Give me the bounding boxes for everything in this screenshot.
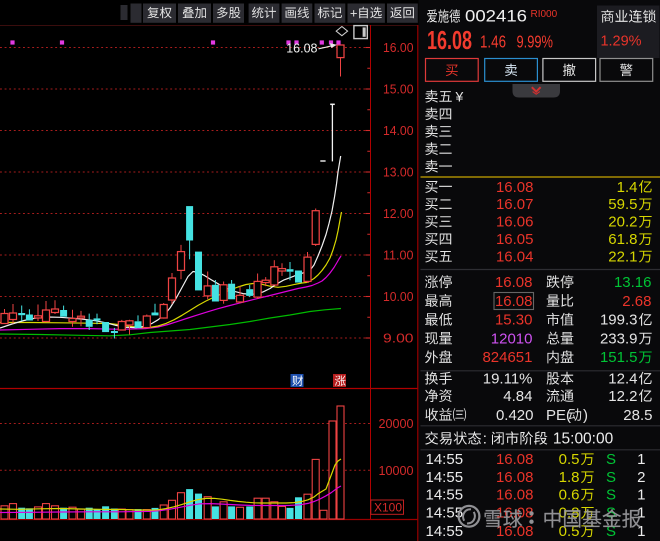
svg-text:14:55: 14:55 (426, 469, 464, 486)
svg-text:16.08: 16.08 (427, 27, 472, 55)
svg-text:0.5: 0.5 (559, 523, 580, 540)
svg-text:10.00: 10.00 (383, 289, 414, 304)
svg-text:RI000: RI000 (531, 9, 558, 20)
svg-text:¥: ¥ (455, 89, 464, 105)
svg-text:10000: 10000 (379, 463, 414, 478)
svg-text:S: S (606, 523, 616, 540)
svg-text:824651: 824651 (482, 349, 532, 366)
svg-text:15.00: 15.00 (383, 82, 414, 97)
svg-text:16.08: 16.08 (496, 523, 534, 540)
svg-text:14:55: 14:55 (426, 487, 464, 504)
svg-text:16.08: 16.08 (496, 179, 534, 196)
svg-text:61.8: 61.8 (608, 231, 637, 248)
svg-text:13.16: 13.16 (614, 274, 652, 291)
svg-text:4.84: 4.84 (503, 388, 532, 405)
svg-text:19.11%: 19.11% (483, 371, 533, 388)
svg-text:14:55: 14:55 (426, 505, 464, 522)
svg-text:20000: 20000 (379, 416, 414, 431)
svg-text:16.08: 16.08 (495, 274, 533, 291)
svg-text:1: 1 (637, 523, 645, 540)
svg-text:16.08: 16.08 (286, 42, 317, 56)
svg-text:16.08: 16.08 (495, 293, 533, 310)
svg-text:9.99%: 9.99% (517, 32, 554, 52)
svg-text:12.4: 12.4 (608, 371, 637, 388)
svg-text:1: 1 (637, 451, 645, 468)
svg-text:14:55: 14:55 (426, 451, 464, 468)
svg-text:2.68: 2.68 (622, 293, 651, 310)
svg-text:12.00: 12.00 (383, 206, 414, 221)
svg-text:1: 1 (637, 505, 645, 522)
svg-text:S: S (606, 469, 616, 486)
svg-text::: : (483, 431, 487, 448)
svg-text:0.8: 0.8 (559, 505, 580, 522)
svg-text:15:00:00: 15:00:00 (553, 431, 614, 448)
svg-text:): ) (583, 407, 588, 424)
svg-text:+: + (350, 6, 358, 21)
svg-text:199.3: 199.3 (600, 312, 638, 329)
svg-text:233.9: 233.9 (600, 330, 638, 347)
svg-text:11.00: 11.00 (383, 248, 414, 263)
svg-text:0.420: 0.420 (496, 407, 534, 424)
svg-text:0.5: 0.5 (559, 451, 580, 468)
svg-text:1.8: 1.8 (559, 469, 580, 486)
svg-text:16.07: 16.07 (496, 196, 534, 213)
svg-text:16.05: 16.05 (496, 231, 534, 248)
svg-text:1.46: 1.46 (480, 32, 506, 52)
svg-text:2: 2 (637, 469, 645, 486)
svg-text:16.04: 16.04 (496, 248, 534, 265)
svg-text:22.1: 22.1 (608, 248, 637, 265)
svg-text:9.00: 9.00 (383, 331, 414, 346)
svg-text:S: S (606, 451, 616, 468)
svg-text:16.08: 16.08 (496, 487, 534, 504)
svg-text:14.00: 14.00 (383, 123, 414, 138)
svg-text:0.6: 0.6 (559, 487, 580, 504)
svg-text:X100: X100 (374, 501, 402, 515)
svg-text:151.5: 151.5 (600, 349, 638, 366)
svg-text:16.08: 16.08 (496, 451, 534, 468)
svg-text:28.5: 28.5 (623, 407, 652, 424)
svg-text:S: S (606, 505, 616, 522)
svg-text:1: 1 (637, 487, 645, 504)
svg-text:13.00: 13.00 (383, 165, 414, 180)
svg-text:S: S (606, 487, 616, 504)
svg-text:12010: 12010 (491, 330, 533, 347)
svg-text:12.2: 12.2 (608, 388, 637, 405)
svg-text:1.4: 1.4 (617, 179, 638, 196)
svg-text:16.06: 16.06 (496, 214, 534, 231)
svg-text:16.08: 16.08 (496, 469, 534, 486)
svg-text:1.29%: 1.29% (600, 34, 641, 50)
svg-text:16.00: 16.00 (383, 40, 414, 55)
svg-text:15.30: 15.30 (495, 312, 533, 329)
svg-text:002416: 002416 (465, 7, 527, 26)
svg-text:20.2: 20.2 (608, 214, 637, 231)
svg-text:PE(: PE( (546, 407, 571, 424)
svg-text:14:55: 14:55 (426, 523, 464, 540)
svg-text:59.5: 59.5 (608, 196, 637, 213)
